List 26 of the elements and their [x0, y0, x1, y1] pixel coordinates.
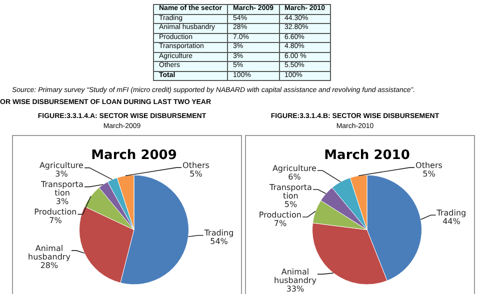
- data-label: 3%: [55, 170, 68, 179]
- data-label: 3%: [56, 197, 69, 206]
- data-label: 6%: [288, 172, 302, 182]
- slice-label: Trading: [203, 228, 234, 238]
- slice-label: Transportation: [268, 182, 312, 200]
- data-label: 5%: [284, 200, 298, 209]
- slice-label: Agriculture: [272, 164, 317, 173]
- slice-label: Transportation: [40, 180, 84, 198]
- data-label: 54%: [210, 237, 228, 246]
- data-label: 5%: [422, 169, 436, 178]
- slice-label: Agriculture: [39, 161, 84, 170]
- data-label: 5%: [190, 169, 203, 178]
- data-label: 44%: [442, 216, 461, 226]
- text: March 2009: [91, 148, 177, 164]
- data-label: 33%: [286, 284, 305, 294]
- data-label: 28%: [40, 260, 59, 270]
- text: March 2010: [324, 148, 410, 164]
- slice-label: Trading: [436, 208, 466, 218]
- slice-label: Animal husbandry: [28, 244, 71, 262]
- slice-label: Animal husbandry: [274, 268, 317, 286]
- slice-label: Others: [182, 160, 210, 170]
- data-label: 7%: [49, 216, 62, 226]
- slice-label: Others: [416, 160, 442, 170]
- slice-label: Production: [34, 208, 77, 217]
- data-label: 7%: [274, 218, 287, 228]
- slice-label: Production: [258, 210, 302, 220]
